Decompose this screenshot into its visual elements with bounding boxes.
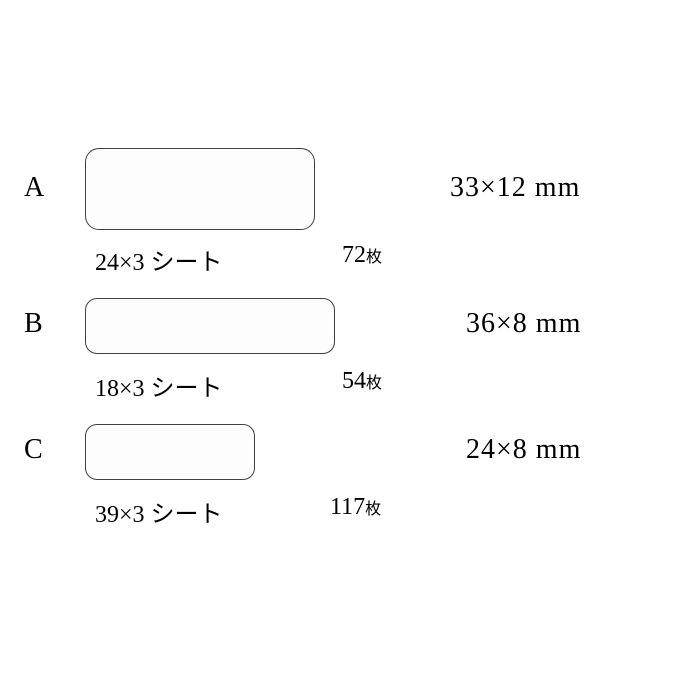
count-suffix-b: 枚 — [366, 375, 382, 392]
count-b: 54枚 — [342, 368, 382, 395]
item-label-b: B — [24, 308, 43, 340]
dimensions-a: 33×12 mm — [450, 172, 580, 204]
sheet-info-c: 39×3 シート — [95, 494, 223, 529]
dimensions-c: 24×8 mm — [466, 434, 581, 466]
item-label-a: A — [24, 172, 44, 204]
item-label-c: C — [24, 434, 43, 466]
label-shape-c — [85, 424, 255, 480]
count-c: 117枚 — [330, 494, 381, 521]
sheet-info-b: 18×3 シート — [95, 368, 223, 403]
label-shape-a — [85, 148, 315, 230]
count-num-c: 117 — [330, 494, 365, 520]
count-suffix-a: 枚 — [366, 249, 382, 266]
label-shape-b — [85, 298, 335, 354]
count-num-a: 72 — [342, 242, 366, 268]
label-size-chart: A 33×12 mm 24×3 シート 72枚 B 36×8 mm 18×3 シ… — [0, 0, 700, 700]
count-num-b: 54 — [342, 368, 366, 394]
dimensions-b: 36×8 mm — [466, 308, 581, 340]
count-a: 72枚 — [342, 242, 382, 269]
count-suffix-c: 枚 — [365, 501, 381, 518]
sheet-info-a: 24×3 シート — [95, 242, 223, 277]
